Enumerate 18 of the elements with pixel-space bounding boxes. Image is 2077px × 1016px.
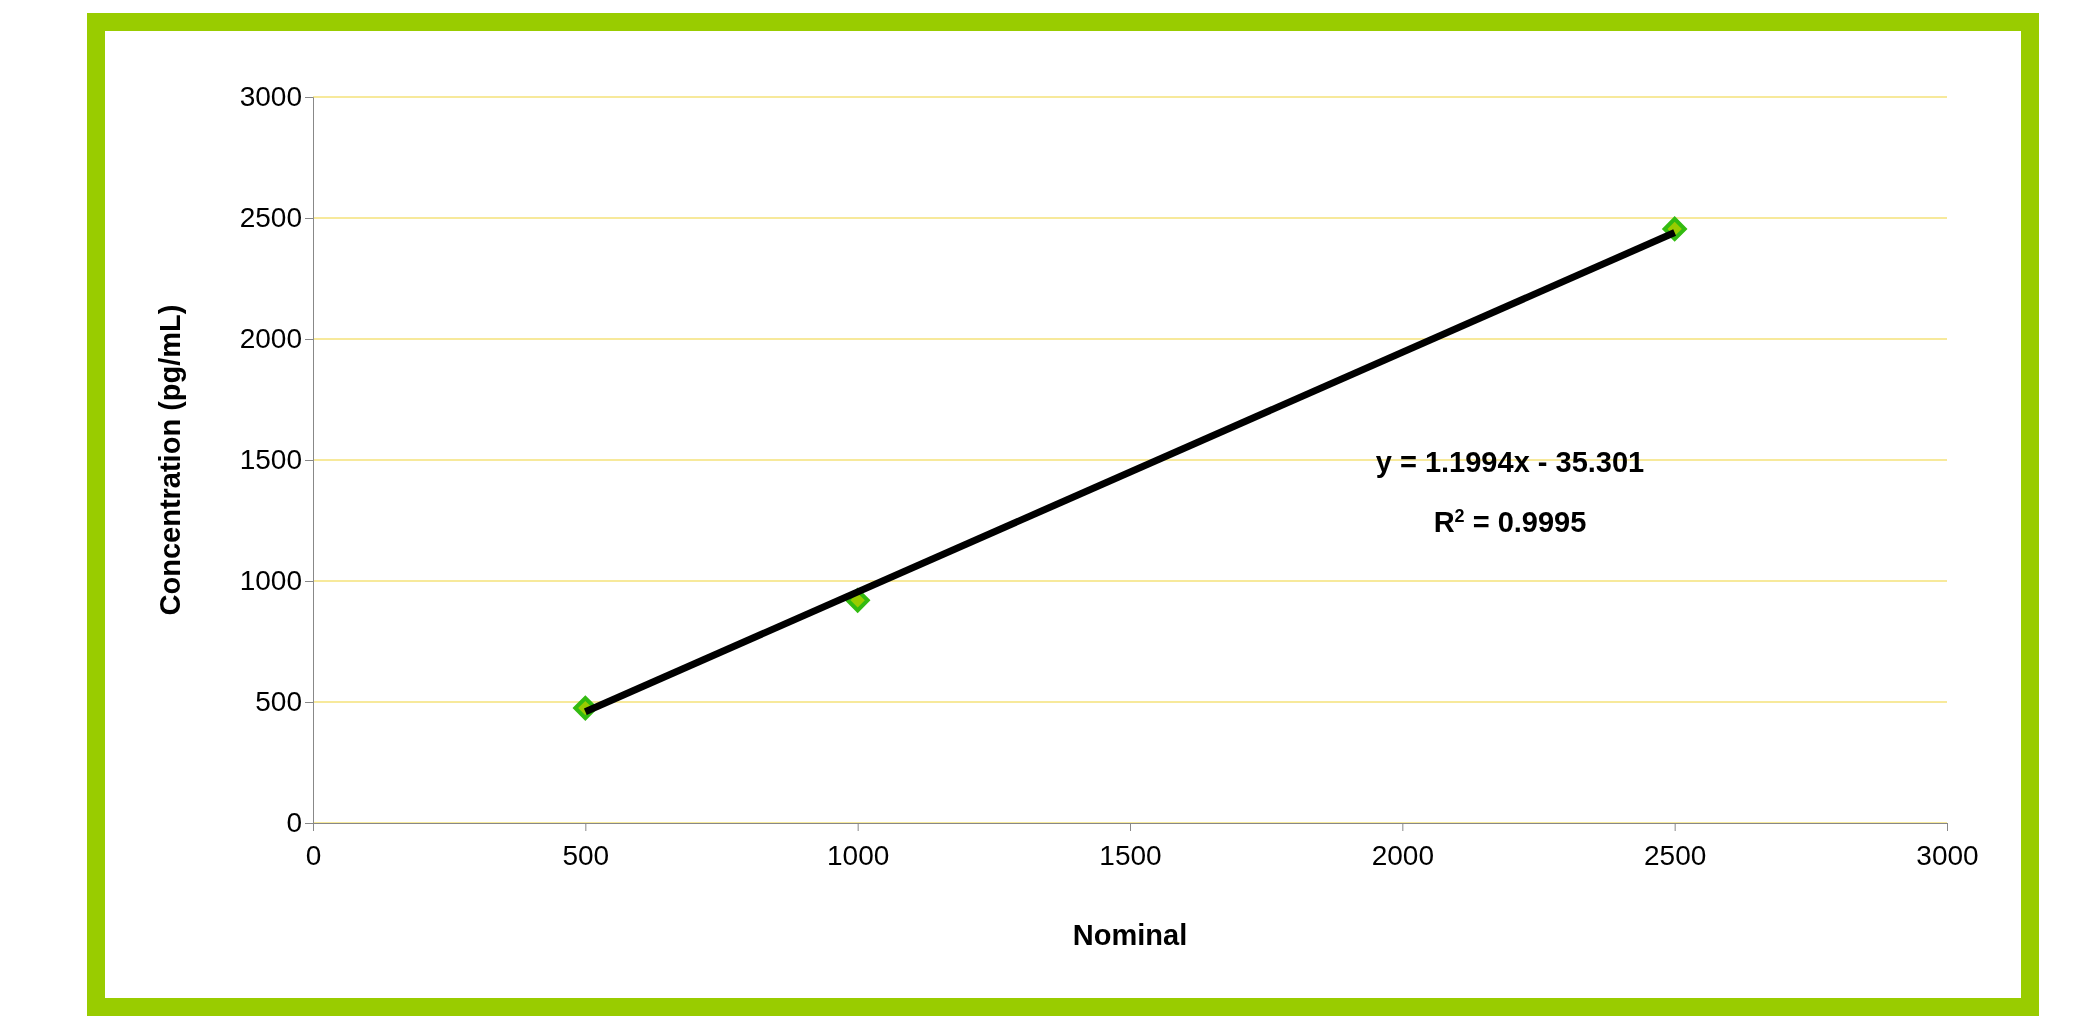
x-axis-title: Nominal <box>1072 919 1188 951</box>
x-tick-label: 1000 <box>827 839 890 871</box>
annotation: y = 1.1994x - 35.301 <box>1375 446 1645 478</box>
x-tick-label: 3000 <box>1916 839 1979 871</box>
x-tick-label: 500 <box>562 839 610 871</box>
y-tick-label: 2500 <box>239 202 302 234</box>
x-tick-label: 1500 <box>1099 839 1162 871</box>
y-tick-label: 2000 <box>239 323 302 355</box>
x-tick-label: 2000 <box>1371 839 1434 871</box>
y-tick-label: 3000 <box>239 81 302 113</box>
y-tick-label: 1500 <box>239 444 302 476</box>
y-tick-label: 1000 <box>239 565 302 597</box>
y-tick-label: 500 <box>255 686 302 718</box>
annotation: R$^{2}$ = 0.9995 <box>1433 506 1587 538</box>
x-tick-label: 0 <box>305 839 322 871</box>
y-tick-label: 0 <box>286 807 302 839</box>
x-tick-label: 2500 <box>1644 839 1707 871</box>
y-axis-title: Concentration (pg/mL) <box>154 304 186 616</box>
